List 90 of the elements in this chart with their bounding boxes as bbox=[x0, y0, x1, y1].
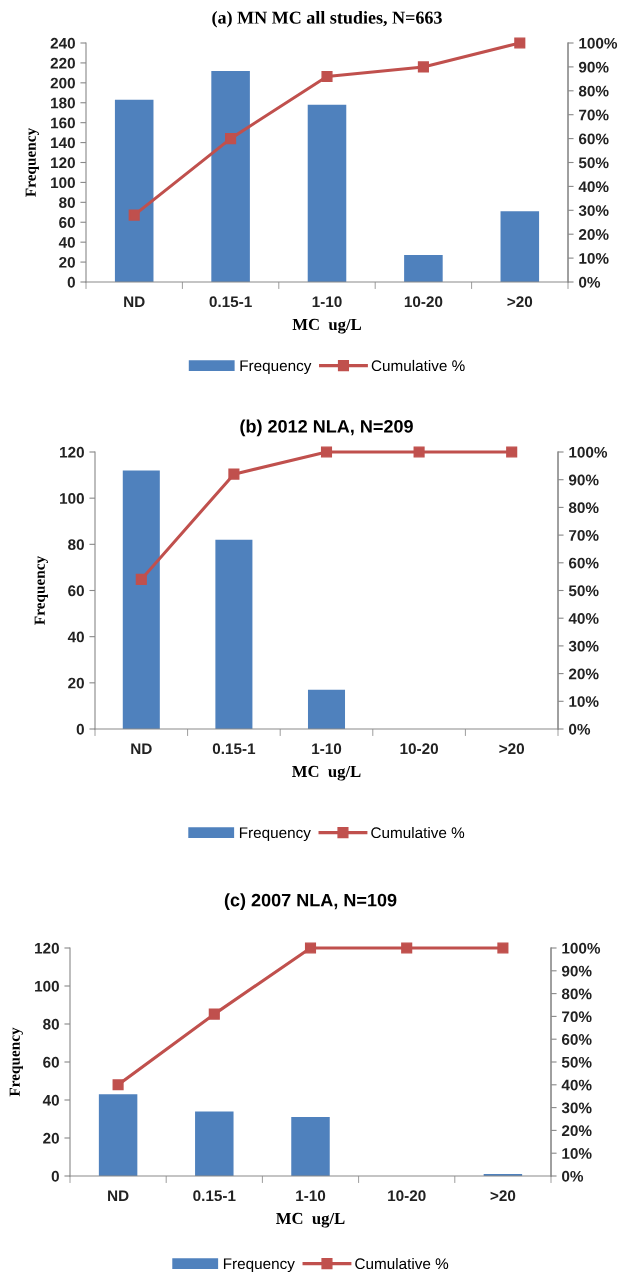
y-tick-label: 40 bbox=[67, 631, 84, 643]
y-tick-label: 140 bbox=[51, 137, 75, 149]
y2-tick-label: 50% bbox=[578, 157, 609, 169]
y2-tick-label: 30% bbox=[561, 1102, 592, 1114]
y-tick-label: 80 bbox=[43, 1018, 59, 1030]
x-tick-label: 1-10 bbox=[296, 1190, 326, 1202]
y-tick-label: 160 bbox=[51, 117, 75, 129]
legend-label: Cumulative % bbox=[371, 359, 465, 372]
x-tick-label: >20 bbox=[507, 296, 533, 308]
y2-tick-label: 90% bbox=[568, 474, 599, 486]
x-axis-title: MC ug/L bbox=[292, 318, 362, 334]
y2-tick-label: 40% bbox=[568, 613, 599, 624]
y-tick-label: 240 bbox=[50, 37, 75, 49]
y-tick-label: 20 bbox=[59, 256, 75, 268]
x-tick-label: 1-10 bbox=[312, 743, 342, 755]
y2-tick-label: 80% bbox=[578, 85, 609, 97]
y-tick-label: 100 bbox=[51, 177, 75, 189]
x-tick-label: 0.15-1 bbox=[212, 743, 256, 755]
x-axis-title: MC ug/L bbox=[276, 1212, 345, 1228]
y2-tick-label: 40% bbox=[561, 1079, 592, 1091]
y-tick-label: 80 bbox=[68, 539, 84, 551]
y2-tick-label: 70% bbox=[562, 1011, 592, 1023]
y2-tick-label: 0% bbox=[569, 723, 591, 735]
y2-tick-label: 90% bbox=[561, 965, 592, 977]
y-tick-label: 180 bbox=[51, 97, 75, 109]
y-tick-label: 20 bbox=[43, 1132, 59, 1144]
x-tick-label: 10-20 bbox=[404, 296, 443, 308]
x-tick-label: >20 bbox=[490, 1190, 516, 1202]
y2-tick-label: 20% bbox=[561, 1125, 592, 1137]
y2-tick-label: 60% bbox=[561, 1034, 592, 1045]
y2-tick-label: 10% bbox=[579, 252, 609, 264]
y-axis-title: Frequency bbox=[25, 127, 39, 197]
y2-tick-label: 10% bbox=[562, 1148, 592, 1159]
y-tick-label: 100 bbox=[35, 980, 59, 992]
chart-title: (b) 2012 NLA, N=209 bbox=[240, 419, 413, 437]
y-axis-title: Frequency bbox=[34, 555, 48, 625]
chart-title: (c) 2007 NLA, N=109 bbox=[224, 893, 397, 911]
x-tick-label: ND bbox=[108, 1190, 129, 1201]
y2-tick-label: 40% bbox=[578, 181, 609, 193]
y2-tick-label: 60% bbox=[568, 557, 599, 569]
x-tick-label: >20 bbox=[499, 743, 525, 755]
y2-tick-label: 30% bbox=[568, 640, 599, 652]
y-tick-label: 200 bbox=[50, 77, 75, 89]
y2-tick-label: 0% bbox=[579, 276, 601, 288]
x-tick-label: 10-20 bbox=[388, 1190, 426, 1202]
x-tick-label: 0.15-1 bbox=[209, 296, 252, 308]
y-tick-label: 120 bbox=[60, 446, 84, 458]
legend-label: Frequency bbox=[239, 827, 311, 842]
y-tick-label: 120 bbox=[35, 942, 59, 954]
y-tick-label: 220 bbox=[50, 57, 75, 69]
y2-tick-label: 100% bbox=[569, 446, 608, 458]
y-tick-label: 40 bbox=[42, 1094, 59, 1106]
y-tick-label: 20 bbox=[68, 677, 84, 689]
y2-tick-label: 20% bbox=[568, 668, 599, 680]
legend-label: Frequency bbox=[240, 360, 312, 375]
x-tick-label: 0.15-1 bbox=[193, 1190, 236, 1202]
legend-label: Cumulative % bbox=[371, 826, 465, 839]
y-tick-label: 0 bbox=[67, 276, 75, 288]
y2-tick-label: 10% bbox=[569, 696, 599, 707]
y2-tick-label: 30% bbox=[578, 205, 609, 217]
y2-tick-label: 70% bbox=[569, 529, 599, 541]
y2-tick-label: 50% bbox=[561, 1056, 592, 1068]
y2-tick-label: 0% bbox=[562, 1170, 584, 1182]
y-tick-label: 0 bbox=[51, 1170, 59, 1182]
chart-title: (a) MN MC all studies, N=663 bbox=[212, 11, 442, 28]
y-tick-label: 80 bbox=[59, 197, 75, 209]
y2-tick-label: 100% bbox=[579, 37, 618, 49]
y-tick-label: 0 bbox=[76, 723, 84, 735]
x-tick-label: 1-10 bbox=[312, 296, 342, 308]
y-tick-label: 60 bbox=[59, 217, 75, 228]
y2-tick-label: 20% bbox=[578, 229, 609, 240]
y2-tick-label: 80% bbox=[561, 988, 592, 1000]
x-tick-label: 10-20 bbox=[400, 743, 439, 755]
y2-tick-label: 60% bbox=[578, 133, 609, 145]
legend-label: Cumulative % bbox=[355, 1257, 449, 1270]
y2-tick-label: 70% bbox=[579, 109, 609, 121]
x-tick-label: ND bbox=[131, 743, 152, 754]
y-tick-label: 40 bbox=[58, 237, 75, 248]
y-axis-title: Frequency bbox=[9, 1027, 23, 1097]
x-axis-title: MC ug/L bbox=[292, 765, 361, 781]
y2-tick-label: 100% bbox=[562, 942, 601, 954]
x-tick-label: ND bbox=[124, 296, 145, 307]
y-tick-label: 120 bbox=[51, 157, 75, 169]
y-tick-label: 100 bbox=[60, 493, 84, 504]
y2-tick-label: 50% bbox=[568, 585, 599, 597]
y2-tick-label: 80% bbox=[568, 502, 599, 514]
y-tick-label: 60 bbox=[68, 585, 84, 597]
y-tick-label: 60 bbox=[43, 1056, 59, 1068]
legend-label: Frequency bbox=[223, 1258, 295, 1272]
y2-tick-label: 90% bbox=[578, 61, 609, 73]
